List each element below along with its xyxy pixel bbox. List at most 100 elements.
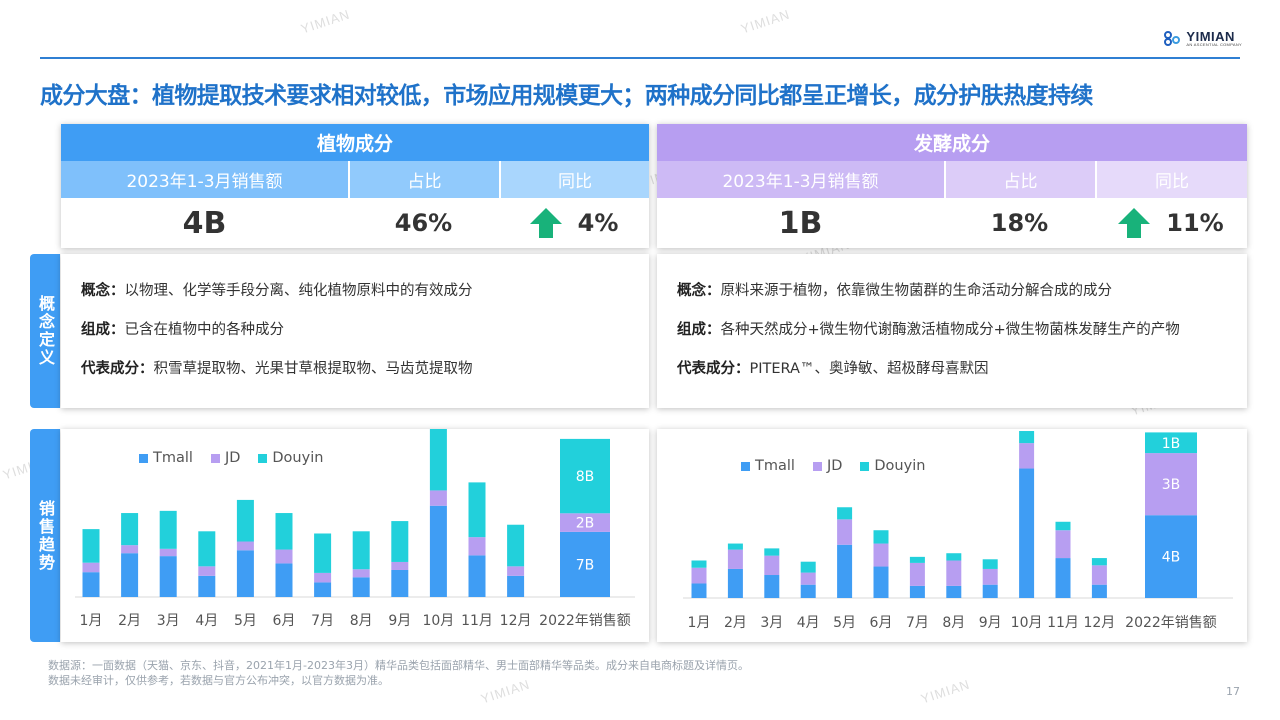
x-tick-label: 5月 bbox=[833, 615, 856, 631]
plant-representative-text: 积雪草提取物、光果甘草根提取物、马齿苋提取物 bbox=[153, 361, 473, 377]
bar-segment-jd bbox=[121, 545, 139, 554]
bar-segment-jd bbox=[468, 537, 486, 556]
bar-data-label: 7B bbox=[576, 557, 595, 573]
x-tick-label: 5月 bbox=[234, 613, 257, 629]
bar-segment-jd bbox=[837, 519, 853, 545]
bar-segment-tmall bbox=[873, 566, 889, 598]
bar-segment-douyin bbox=[1145, 432, 1197, 454]
plant-composition-text: 已含在植物中的各种成分 bbox=[124, 322, 285, 338]
bar-segment-jd bbox=[507, 566, 525, 576]
bar-segment-jd bbox=[691, 567, 707, 584]
brand-logo: YIMIAN AN ASCENTIAL COMPANY bbox=[1164, 30, 1242, 47]
x-tick-label: 4月 bbox=[195, 613, 218, 629]
plant-yoy-value: 4% bbox=[577, 209, 619, 237]
x-tick-label: 7月 bbox=[906, 615, 929, 631]
brand-name: YIMIAN bbox=[1186, 29, 1235, 44]
representative-label: 代表成分： bbox=[677, 361, 750, 377]
bar-segment-douyin bbox=[837, 507, 853, 520]
plant-card-title: 植物成分 bbox=[61, 124, 649, 161]
legend-item-tmall: Tmall bbox=[139, 450, 193, 466]
concept-label: 概念： bbox=[81, 283, 125, 299]
plant-definition-box: 概念：以物理、化学等手段分离、纯化植物原料中的有效成分 组成：已含在植物中的各种… bbox=[61, 254, 649, 408]
definition-tab-label: 概念定义 bbox=[36, 295, 55, 367]
bar-segment-douyin bbox=[946, 553, 962, 561]
ferm-chart-svg: 1月 2月 3月 4月 5月 6月 7月 8月 9月 10月 11月 12月 4B 3B 1B 2022年销售… bbox=[683, 431, 1233, 631]
x-tick-label: 11月 bbox=[1047, 615, 1079, 631]
bar-segment-douyin bbox=[1019, 431, 1035, 444]
legend-swatch-jd bbox=[210, 453, 220, 463]
legend-label-douyin: Douyin bbox=[874, 458, 926, 474]
x-tick-label: 6月 bbox=[273, 613, 296, 629]
bar-segment-jd bbox=[429, 490, 447, 506]
bar-segment-tmall bbox=[982, 584, 998, 598]
trend-tab-label: 销售趋势 bbox=[36, 499, 55, 572]
x-tick-label: 10月 bbox=[422, 613, 454, 629]
bar-segment-tmall bbox=[159, 556, 177, 597]
x-tick-label: 4月 bbox=[797, 615, 820, 631]
x-tick-label: 9月 bbox=[979, 615, 1002, 631]
x-tick-label: 11月 bbox=[461, 613, 493, 629]
x-tick-label: 2022年销售额 bbox=[1125, 615, 1217, 631]
bar-segment-tmall bbox=[121, 553, 139, 597]
bar-data-label: 1B bbox=[1162, 436, 1181, 452]
footnote: 数据源：一面数据（天猫、京东、抖音，2021年1月-2023年3月）精华品类包括… bbox=[48, 658, 749, 688]
bar-segment-douyin bbox=[275, 513, 293, 550]
bar-segment-jd bbox=[1091, 565, 1107, 585]
legend-item-tmall: Tmall bbox=[741, 458, 795, 474]
page-number: 17 bbox=[1226, 685, 1240, 698]
plant-share-header: 占比 bbox=[348, 161, 499, 198]
bar-segment-tmall bbox=[691, 583, 707, 598]
bar-segment-tmall bbox=[727, 568, 743, 598]
bar-segment-tmall bbox=[560, 531, 610, 597]
bar-segment-tmall bbox=[391, 569, 409, 597]
bar-segment-tmall bbox=[275, 563, 293, 597]
ferm-concept-text: 原料来源于植物，依靠微生物菌群的生命活动分解合成的成分 bbox=[720, 283, 1113, 299]
trend-side-tab: 销售趋势 bbox=[30, 429, 60, 642]
bar-segment-douyin bbox=[391, 521, 409, 562]
ferm-yoy-cell: 11% bbox=[1095, 208, 1247, 238]
ferm-yoy-header: 同比 bbox=[1095, 161, 1247, 198]
bar-segment-douyin bbox=[800, 561, 816, 573]
x-tick-label: 7月 bbox=[311, 613, 334, 629]
bar-segment-tmall bbox=[1019, 468, 1035, 598]
x-tick-label: 8月 bbox=[350, 613, 373, 629]
bar-segment-douyin bbox=[121, 513, 139, 546]
ferm-share-value: 18% bbox=[990, 209, 1049, 237]
bar-segment-jd bbox=[275, 549, 293, 564]
bar-segment-douyin bbox=[82, 529, 100, 563]
legend-swatch-douyin bbox=[258, 453, 268, 463]
bar-segment-tmall bbox=[198, 575, 216, 597]
ferm-share-header: 占比 bbox=[944, 161, 1095, 198]
bar-segment-douyin bbox=[1055, 521, 1071, 531]
ferm-sales-chart: 1月 2月 3月 4月 5月 6月 7月 8月 9月 10月 11月 12月 4B 3B 1B 2022年销售… bbox=[657, 429, 1247, 642]
bar-segment-jd bbox=[727, 549, 743, 569]
plant-sales-chart: 1月 2月 3月 4月 5月 6月 7月 8月 9月 10月 11月 12月 7B 2B 8B 2022年销售… bbox=[61, 429, 649, 642]
bar-segment-douyin bbox=[982, 559, 998, 569]
legend-swatch-tmall bbox=[741, 461, 750, 471]
plant-representative-line: 代表成分：积雪草提取物、光果甘草根提取物、马齿苋提取物 bbox=[81, 360, 649, 379]
x-tick-label: 2月 bbox=[724, 615, 747, 631]
composition-label: 组成： bbox=[81, 322, 125, 338]
plant-card-values: 4B 46% 4% bbox=[61, 198, 649, 248]
legend-swatch-jd bbox=[812, 461, 822, 471]
bar-segment-tmall bbox=[837, 544, 853, 598]
bar-segment-jd bbox=[352, 569, 370, 578]
bar-segment-jd bbox=[1145, 453, 1197, 516]
bar-segment-jd bbox=[159, 548, 177, 557]
plant-card-header: 2023年1-3月销售额 占比 同比 bbox=[61, 161, 649, 198]
legend-item-douyin: Douyin bbox=[258, 450, 323, 466]
bar-segment-douyin bbox=[507, 524, 525, 567]
legend-label-tmall: Tmall bbox=[755, 458, 795, 474]
bar-segment-tmall bbox=[946, 585, 962, 598]
bar-segment-tmall bbox=[429, 505, 447, 597]
x-tick-label: 12月 bbox=[1083, 615, 1115, 631]
bar-segment-douyin bbox=[909, 556, 925, 563]
plant-concept-text: 以物理、化学等手段分离、纯化植物原料中的有效成分 bbox=[124, 283, 473, 299]
ferm-composition-line: 组成：各种天然成分+微生物代谢酶激活植物成分+微生物菌株发酵生产的产物 bbox=[677, 321, 1247, 340]
bar-segment-tmall bbox=[1055, 558, 1071, 598]
ferm-definition-box: 概念：原料来源于植物，依靠微生物菌群的生命活动分解合成的成分 组成：各种天然成分… bbox=[657, 254, 1247, 408]
bar-segment-jd bbox=[1019, 443, 1035, 469]
bar-segment-jd bbox=[873, 543, 889, 567]
bar-segment-tmall bbox=[1145, 515, 1197, 598]
footnote-source: 数据源：一面数据（天猫、京东、抖音，2021年1月-2023年3月）精华品类包括… bbox=[48, 659, 749, 672]
